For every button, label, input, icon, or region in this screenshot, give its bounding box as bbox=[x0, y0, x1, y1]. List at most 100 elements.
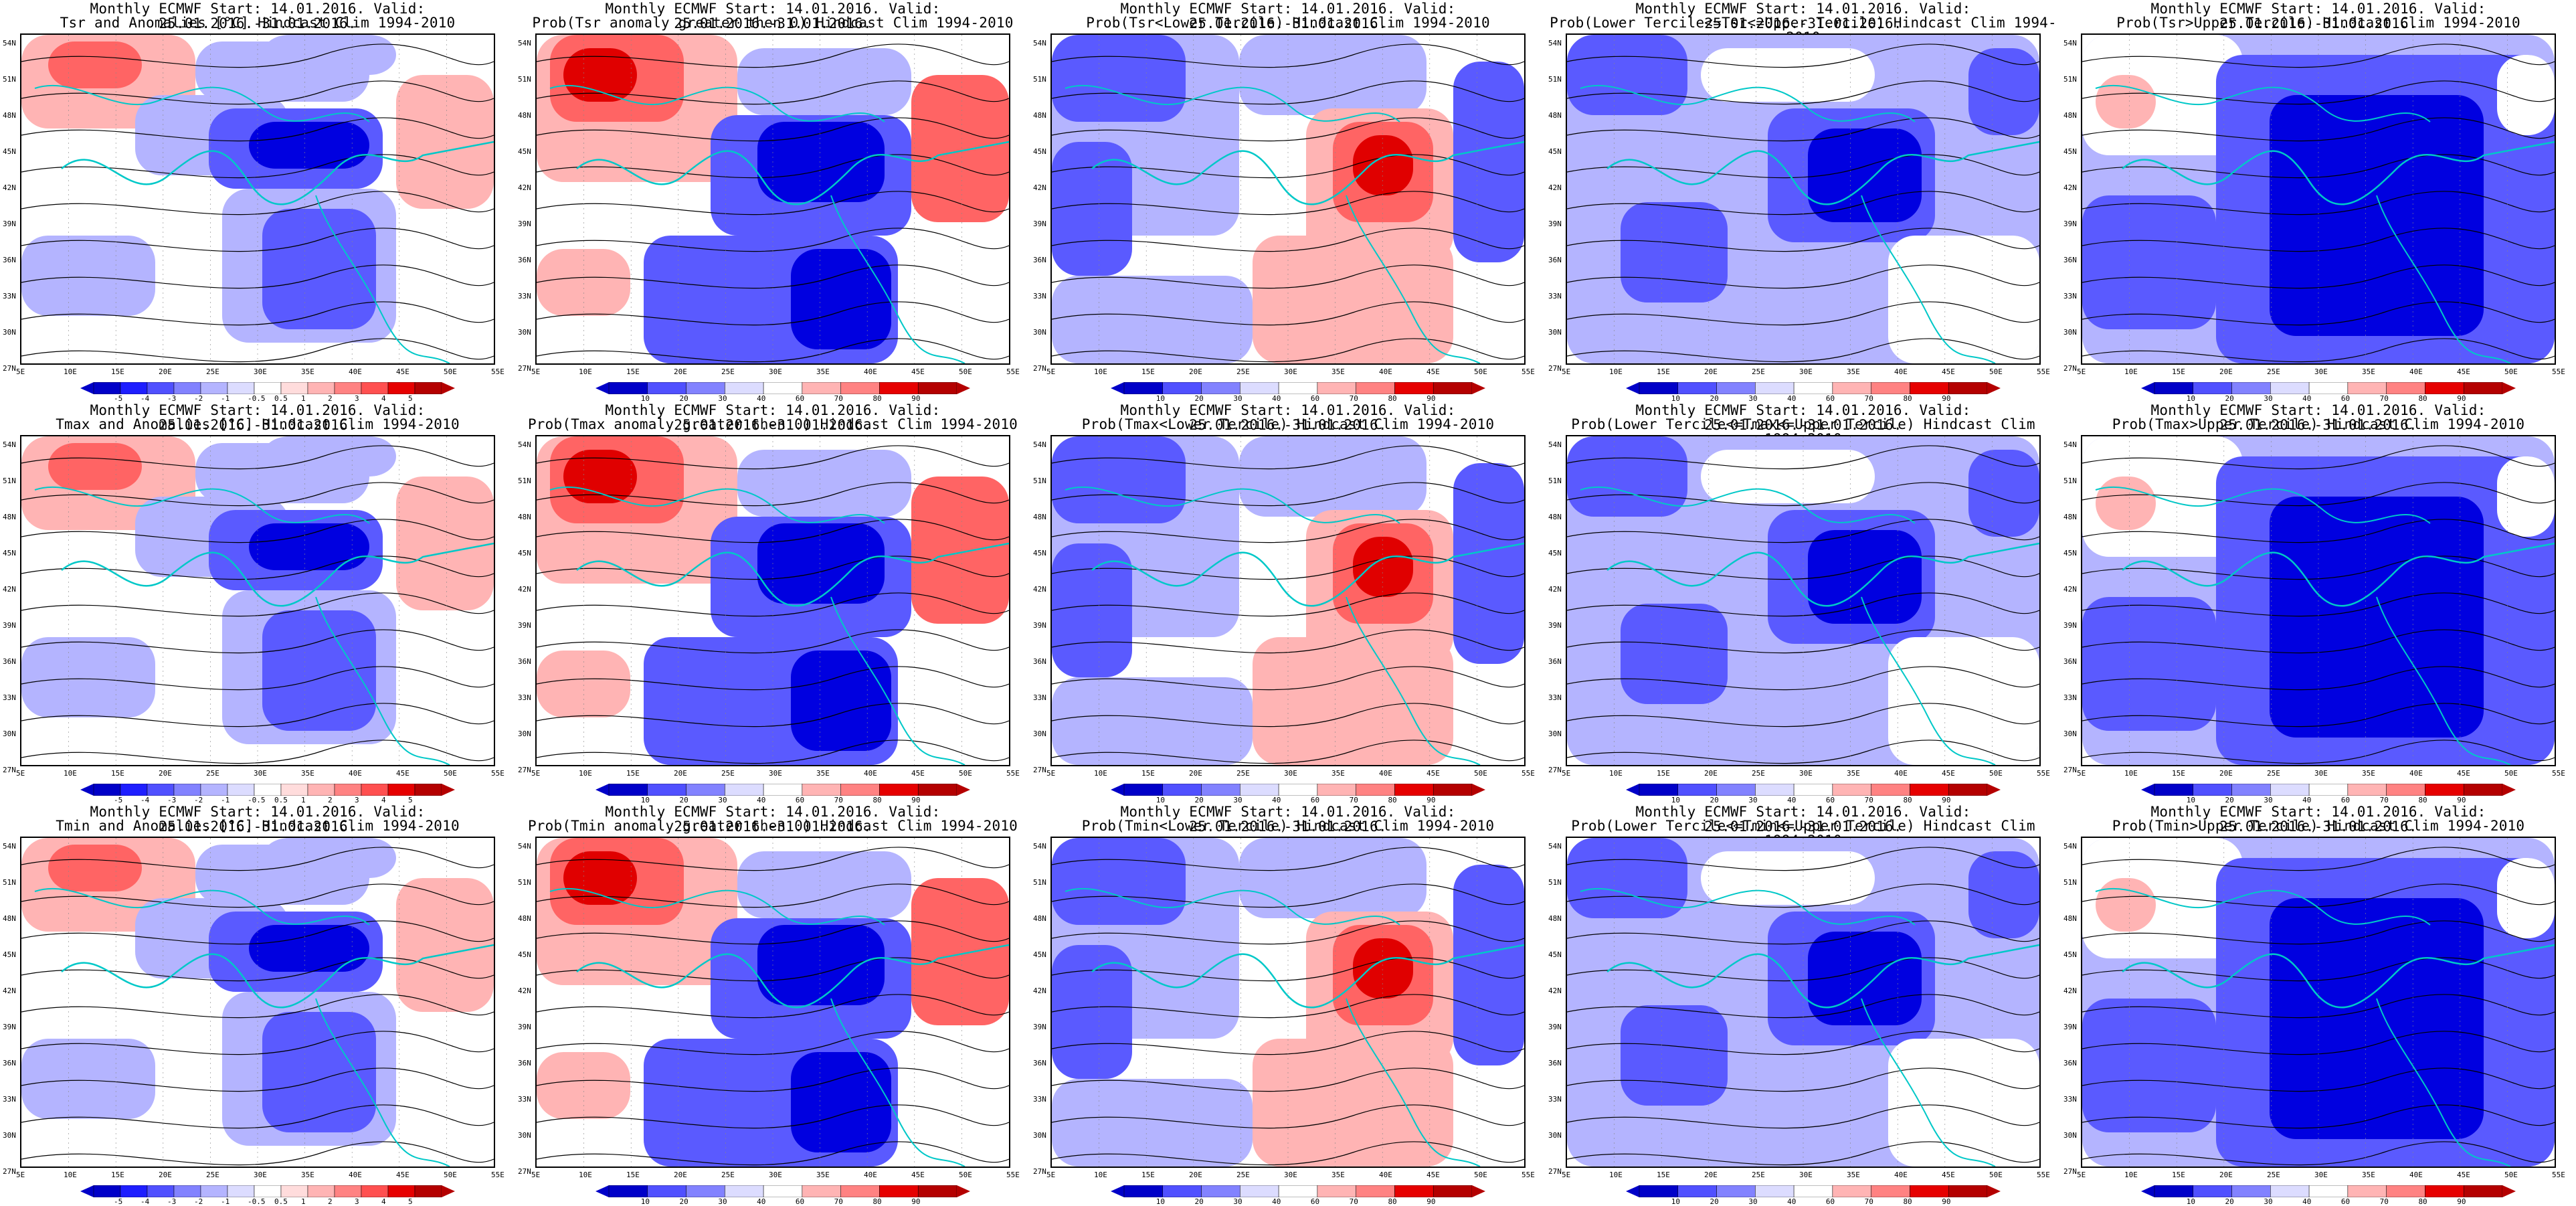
longitude-label: 40E bbox=[1379, 1171, 1392, 1179]
longitude-label: 15E bbox=[1141, 1171, 1155, 1179]
coastline bbox=[2095, 486, 2431, 524]
colorbar-tick-label: -0.5 bbox=[248, 796, 266, 804]
colorbar-tick-label: 30 bbox=[1748, 394, 1758, 403]
isotherm-contour bbox=[1052, 592, 1524, 617]
latitude-label: 45N bbox=[1548, 549, 1562, 557]
longitude-label: 50E bbox=[444, 1171, 457, 1179]
coastline bbox=[830, 195, 965, 363]
latitude-label: 42N bbox=[518, 183, 531, 192]
latitude-label: 48N bbox=[3, 914, 16, 923]
longitude-label: 30E bbox=[1284, 1171, 1297, 1179]
latitude-label: 27N bbox=[2063, 1167, 2077, 1176]
coastline bbox=[61, 542, 494, 607]
coastline bbox=[2376, 195, 2511, 363]
isotherm-contour bbox=[537, 80, 1009, 105]
colorbar-tick-label: 2 bbox=[328, 1197, 333, 1206]
coastline bbox=[2122, 542, 2555, 607]
longitude-label: 30E bbox=[769, 367, 782, 376]
colorbar-tick-label: 70 bbox=[1864, 1197, 1873, 1206]
latitude-label: 39N bbox=[2063, 1023, 2077, 1031]
colorbar-tick-label: 20 bbox=[1194, 1197, 1204, 1206]
latitude-label: 54N bbox=[1548, 440, 1562, 449]
longitude-label: 10E bbox=[579, 1171, 592, 1179]
isotherm-contour bbox=[1567, 264, 2039, 289]
longitude-label: 20E bbox=[2219, 769, 2233, 778]
map-area bbox=[1050, 435, 1526, 766]
coastline bbox=[1091, 141, 1524, 205]
longitude-label: 40E bbox=[1379, 769, 1392, 778]
longitude-label: 40E bbox=[864, 367, 877, 376]
colorbar bbox=[80, 1185, 455, 1198]
latitude-label: 42N bbox=[1548, 986, 1562, 995]
latitude-label: 33N bbox=[2063, 292, 2077, 300]
latitude-label: 39N bbox=[1033, 220, 1046, 228]
latitude-label: 27N bbox=[1033, 364, 1046, 373]
latitude-label: 45N bbox=[3, 147, 16, 156]
longitude-label: 15E bbox=[626, 769, 640, 778]
panel-subtitle: Prob(Tsr<Lower Tercile) Hindcast Clim 19… bbox=[1086, 15, 1490, 31]
latitude-label: 42N bbox=[1548, 585, 1562, 594]
longitude-label: 30E bbox=[2314, 1171, 2328, 1179]
latitude-label: 42N bbox=[2063, 585, 2077, 594]
longitude-label: 15E bbox=[626, 367, 640, 376]
isotherm-contour bbox=[1567, 80, 2039, 105]
colorbar-tick-label: 60 bbox=[795, 394, 805, 403]
isotherm-contour bbox=[2082, 1141, 2555, 1166]
isotherm-contour bbox=[537, 228, 1009, 252]
longitude-label: 35E bbox=[301, 1171, 314, 1179]
longitude-label: 25E bbox=[206, 1171, 219, 1179]
isotherm-contour bbox=[1567, 1067, 2039, 1092]
colorbar-tick-label: 60 bbox=[1310, 796, 1320, 804]
panel-title: Monthly ECMWF Start: 14.01.2016. Valid: … bbox=[1635, 402, 1971, 433]
colorbar bbox=[1111, 381, 1485, 395]
isotherm-contour bbox=[1052, 117, 1524, 142]
longitude-label: 50E bbox=[2504, 367, 2518, 376]
latitude-label: 54N bbox=[3, 440, 16, 449]
isotherm-contour bbox=[2082, 338, 2555, 363]
isotherm-contour bbox=[1052, 920, 1524, 945]
longitude-label: 35E bbox=[1847, 1171, 1860, 1179]
longitude-label: 55E bbox=[2037, 1171, 2050, 1179]
colorbar-tick-label: 80 bbox=[2418, 1197, 2427, 1206]
longitude-label: 30E bbox=[254, 769, 267, 778]
isotherm-contour bbox=[2082, 445, 2555, 470]
colorbar-tick-label: 10 bbox=[1671, 394, 1681, 403]
latitude-label: 54N bbox=[518, 39, 531, 48]
colorbar-tick-label: 80 bbox=[1903, 394, 1912, 403]
isotherm-contour bbox=[21, 482, 494, 507]
colorbar-tick-label: -3 bbox=[167, 394, 177, 403]
latitude-label: 30N bbox=[2063, 729, 2077, 738]
colorbar-tick-label: 40 bbox=[2302, 796, 2312, 804]
latitude-label: 27N bbox=[518, 364, 531, 373]
colorbar bbox=[2141, 783, 2516, 796]
latitude-label: 39N bbox=[2063, 621, 2077, 630]
isotherm-contour bbox=[1567, 519, 2039, 543]
map-panel: Monthly ECMWF Start: 14.01.2016. Valid: … bbox=[1546, 402, 2061, 804]
longitude-label: 55E bbox=[1006, 1171, 1020, 1179]
latitude-label: 39N bbox=[518, 220, 531, 228]
latitude-label: 45N bbox=[518, 147, 531, 156]
longitude-label: 55E bbox=[2552, 1171, 2565, 1179]
isotherm-contour bbox=[21, 994, 494, 1019]
latitude-label: 51N bbox=[3, 75, 16, 84]
isotherm-contour bbox=[2082, 994, 2555, 1019]
coastline bbox=[315, 998, 450, 1167]
latitude-label: 36N bbox=[1033, 657, 1046, 666]
longitude-label: 10E bbox=[2124, 769, 2138, 778]
coastline bbox=[2376, 998, 2511, 1167]
map-panel: Monthly ECMWF Start: 14.01.2016. Valid: … bbox=[0, 402, 515, 804]
latitude-label: 51N bbox=[1548, 878, 1562, 887]
longitude-label: 5E bbox=[1562, 1171, 1571, 1179]
latitude-label: 33N bbox=[2063, 1095, 2077, 1104]
isotherm-contour bbox=[21, 44, 494, 68]
coastline bbox=[549, 84, 885, 122]
latitude-label: 54N bbox=[518, 440, 531, 449]
colorbar bbox=[2141, 381, 2516, 395]
latitude-label: 51N bbox=[518, 75, 531, 84]
coastline bbox=[2095, 887, 2431, 926]
isotherm-contour bbox=[21, 847, 494, 871]
isotherm-contour bbox=[1052, 1031, 1524, 1055]
map-panel: Monthly ECMWF Start: 14.01.2016. Valid: … bbox=[1030, 402, 1546, 804]
map-panel: Monthly ECMWF Start: 14.01.2016. Valid: … bbox=[515, 0, 1030, 403]
isotherm-contour bbox=[1052, 847, 1524, 871]
